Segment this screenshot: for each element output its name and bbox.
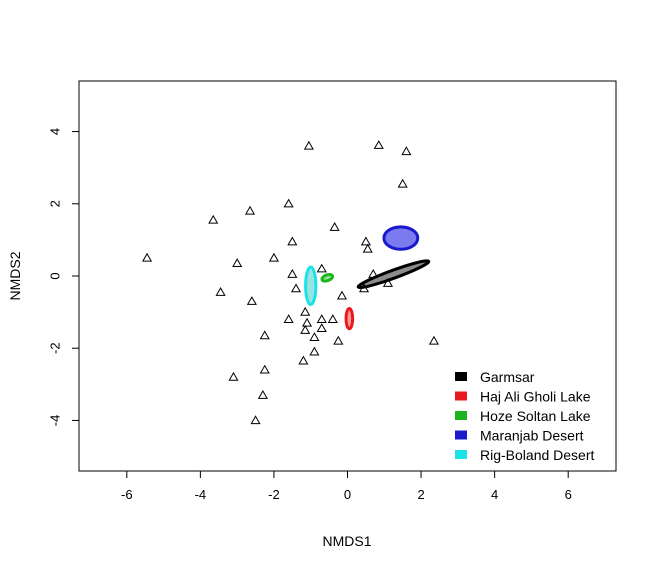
ellipse-haj-ali-gholi-lake bbox=[344, 307, 355, 331]
site-point bbox=[301, 317, 313, 327]
y-axis-title: NMDS2 bbox=[7, 251, 23, 300]
site-point bbox=[373, 140, 384, 149]
x-tick-label: -2 bbox=[268, 487, 280, 502]
site-point bbox=[215, 287, 226, 296]
site-point bbox=[246, 296, 257, 305]
site-point bbox=[362, 243, 373, 253]
group-ellipses bbox=[304, 225, 431, 331]
legend-swatch bbox=[455, 450, 467, 459]
x-tick-label: -6 bbox=[121, 487, 133, 502]
site-point bbox=[208, 214, 219, 224]
site-point bbox=[336, 290, 348, 300]
site-point bbox=[397, 178, 408, 188]
y-tick-label: 2 bbox=[47, 200, 62, 207]
legend-swatch bbox=[455, 372, 467, 381]
site-point bbox=[309, 346, 320, 356]
site-point bbox=[300, 324, 311, 334]
site-point bbox=[259, 330, 270, 340]
site-point bbox=[316, 314, 327, 323]
site-point bbox=[333, 335, 344, 345]
site-point bbox=[228, 371, 239, 381]
y-tick-label: 0 bbox=[47, 272, 62, 279]
x-axis-title: NMDS1 bbox=[322, 533, 371, 549]
site-point bbox=[287, 268, 298, 278]
ellipse-hoze-soltan-lake bbox=[320, 272, 335, 283]
legend-label: Maranjab Desert bbox=[480, 428, 584, 444]
x-tick-label: 0 bbox=[344, 487, 351, 502]
site-point bbox=[283, 198, 294, 208]
x-axis: -6 -4 -2 0 2 4 6 bbox=[121, 471, 572, 502]
x-tick-label: 4 bbox=[491, 487, 498, 502]
site-point bbox=[298, 355, 309, 365]
site-point bbox=[290, 283, 302, 293]
site-point bbox=[259, 364, 270, 374]
site-point bbox=[244, 205, 256, 215]
ellipse-garmsar bbox=[356, 259, 431, 290]
legend-swatch bbox=[455, 391, 467, 401]
legend-swatch bbox=[455, 430, 467, 440]
x-tick-label: 6 bbox=[565, 487, 572, 502]
site-points bbox=[141, 140, 439, 425]
x-tick-label: 2 bbox=[417, 487, 424, 502]
y-tick-label: 4 bbox=[47, 128, 62, 135]
site-point bbox=[327, 314, 338, 323]
x-tick-label: -4 bbox=[195, 487, 207, 502]
ellipse-rig-boland-desert bbox=[304, 265, 318, 307]
y-tick-label: -2 bbox=[47, 342, 62, 354]
site-point bbox=[316, 263, 327, 273]
site-point bbox=[257, 389, 268, 399]
site-point bbox=[287, 236, 298, 246]
legend-swatch bbox=[455, 411, 467, 420]
site-point bbox=[250, 415, 261, 425]
legend-label: Garmsar bbox=[480, 369, 535, 385]
site-point bbox=[329, 222, 340, 231]
legend: Garmsar Haj Ali Gholi Lake Hoze Soltan Lak… bbox=[455, 369, 594, 463]
site-point bbox=[358, 283, 370, 293]
site-point bbox=[309, 332, 320, 342]
site-point bbox=[232, 258, 243, 268]
site-point bbox=[428, 335, 439, 345]
site-point bbox=[316, 323, 327, 333]
legend-label: Haj Ali Gholi Lake bbox=[480, 389, 591, 405]
site-point bbox=[401, 146, 412, 156]
site-point bbox=[382, 278, 394, 287]
site-point bbox=[283, 314, 294, 323]
y-tick-label: -4 bbox=[47, 415, 62, 427]
legend-label: Rig-Boland Desert bbox=[480, 447, 594, 463]
site-point bbox=[303, 140, 314, 150]
site-point bbox=[141, 252, 153, 262]
ellipse-maranjab-desert bbox=[382, 225, 420, 251]
legend-label: Hoze Soltan Lake bbox=[480, 408, 591, 424]
site-point bbox=[300, 306, 311, 316]
site-point bbox=[368, 268, 379, 278]
site-point bbox=[360, 236, 371, 246]
site-point bbox=[268, 252, 279, 262]
y-axis: -4 -2 0 2 4 bbox=[47, 128, 79, 426]
